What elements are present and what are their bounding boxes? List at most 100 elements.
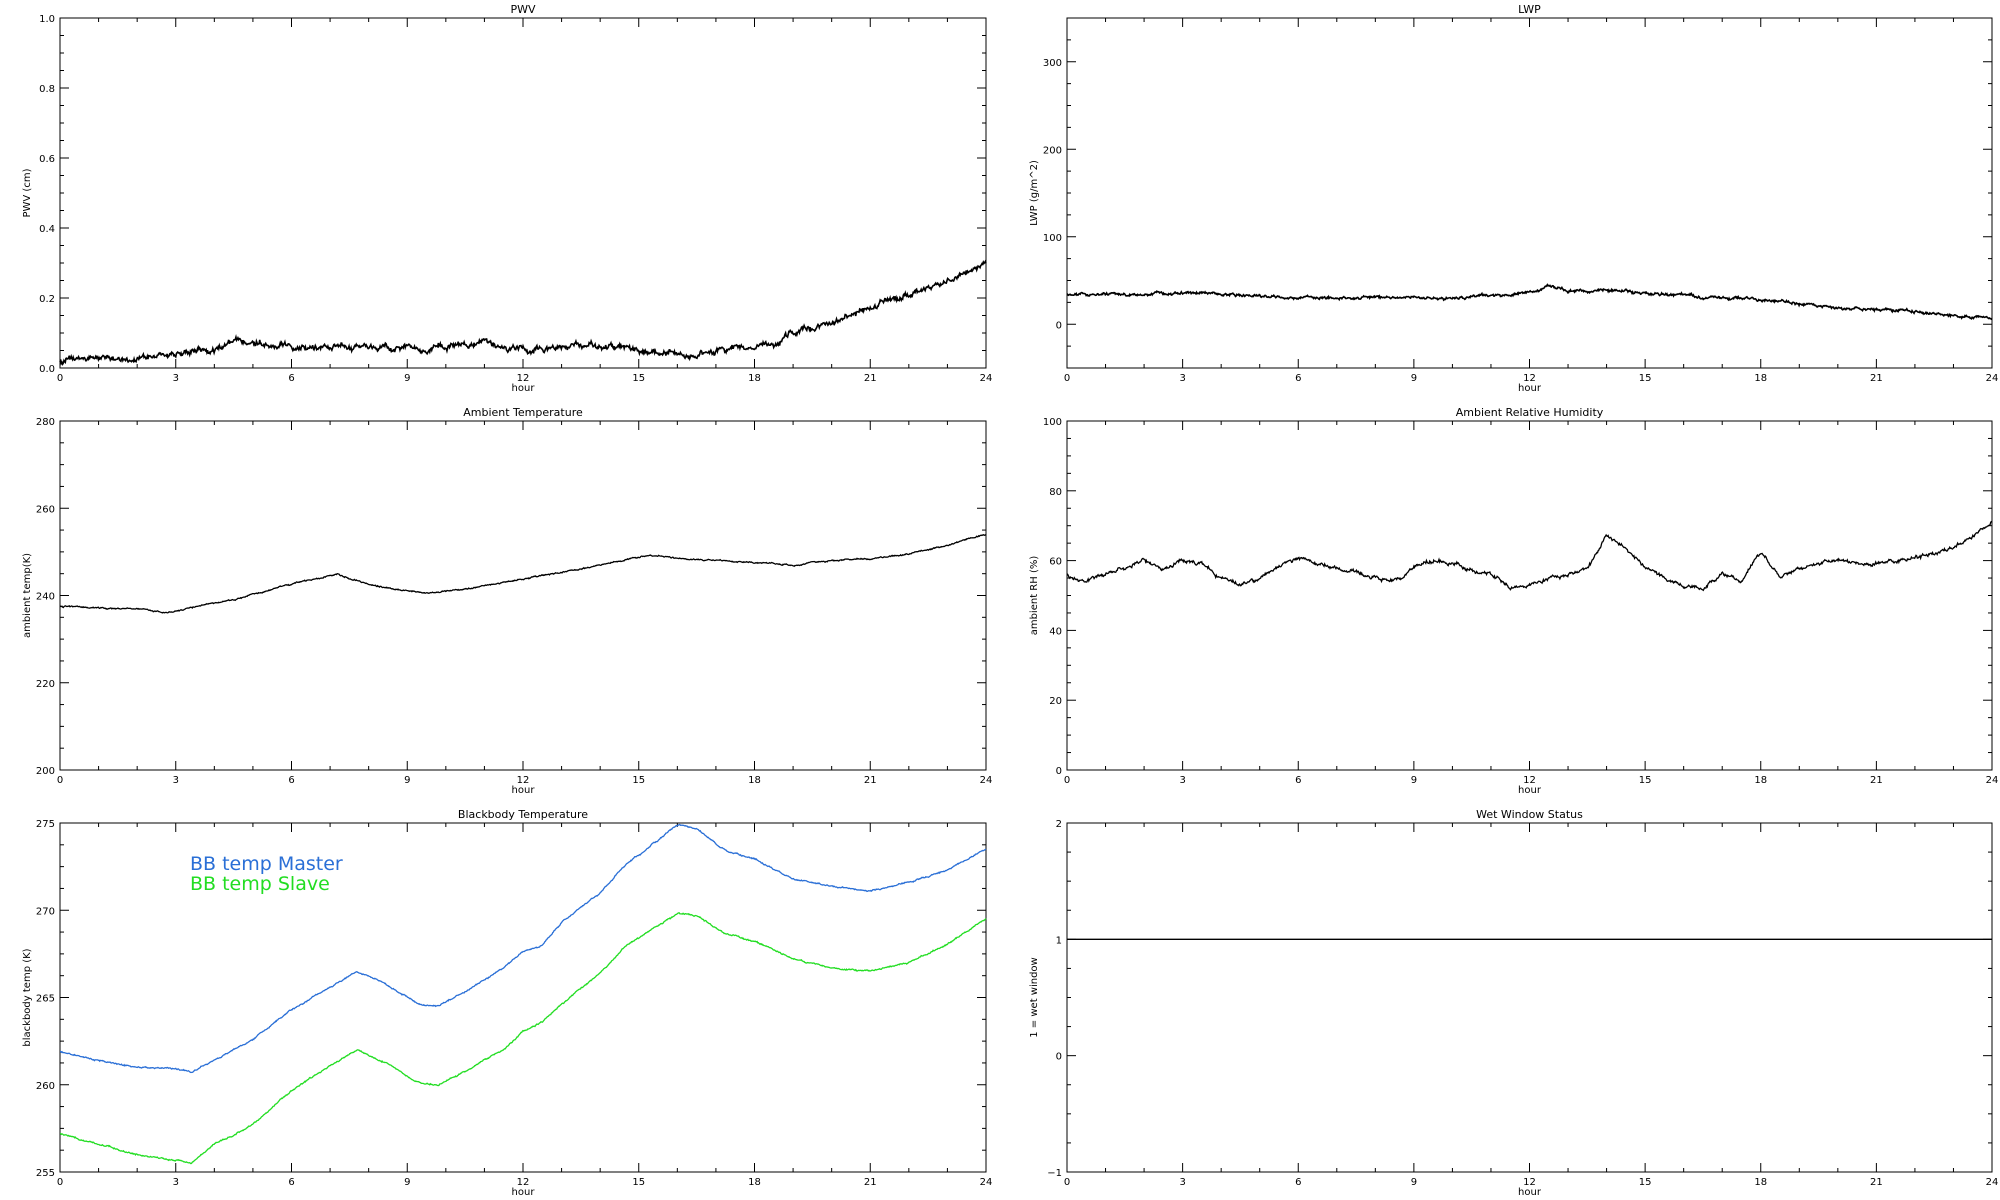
plot-frame [1066, 822, 1993, 1173]
y-tick-label: 265 [36, 994, 55, 1005]
series-line [59, 912, 987, 1165]
x-tick-label: 3 [173, 373, 179, 384]
y-axis-label: PWV (cm) [22, 168, 33, 217]
x-tick-label: 12 [1523, 373, 1536, 384]
x-tick-label: 3 [1179, 775, 1185, 786]
x-tick-label: 9 [404, 775, 410, 786]
x-tick-label: 24 [1986, 775, 1999, 786]
y-tick-label: 0 [1056, 1052, 1062, 1063]
x-tick-label: 9 [404, 373, 410, 384]
x-tick-label: 0 [1064, 1177, 1070, 1188]
chart-title: Ambient Temperature [463, 406, 583, 419]
y-tick-label: 0.2 [39, 294, 55, 305]
chart-title: LWP [1518, 3, 1541, 16]
y-tick-label: 60 [1049, 557, 1062, 568]
y-tick-label: 0.0 [39, 364, 55, 375]
y-tick-label: 0.6 [39, 154, 55, 165]
x-tick-label: 21 [1870, 1177, 1883, 1188]
y-axis-label: 1 = wet window [1029, 957, 1040, 1037]
chart-panel: Ambient Relative Humidity 0 3 6 9 12 15 18 21 24 h… [1029, 406, 1998, 796]
legend-entry: BB temp Master [190, 853, 343, 875]
x-tick-label: 18 [748, 775, 761, 786]
y-tick-label: 275 [36, 819, 55, 830]
x-tick-label: 3 [173, 1177, 179, 1188]
x-tick-label: 3 [173, 775, 179, 786]
y-tick-label: −1 [1047, 1168, 1062, 1179]
x-tick-label: 3 [1179, 1177, 1185, 1188]
y-tick-label: 100 [1043, 233, 1062, 244]
series-line [1066, 520, 1993, 592]
x-tick-label: 9 [1411, 1177, 1417, 1188]
y-tick-label: 0.4 [39, 224, 55, 235]
chart-title: Wet Window Status [1476, 808, 1583, 821]
y-axis-label: ambient RH (%) [1029, 556, 1040, 636]
x-axis-label: hour [512, 785, 536, 796]
y-tick-label: 220 [36, 679, 55, 690]
x-tick-label: 3 [1179, 373, 1185, 384]
x-tick-label: 21 [864, 373, 877, 384]
x-tick-label: 24 [1986, 373, 1999, 384]
y-tick-label: 255 [36, 1168, 55, 1179]
x-tick-label: 0 [57, 775, 63, 786]
y-tick-label: 280 [36, 417, 55, 428]
y-tick-label: 2 [1056, 819, 1062, 830]
x-tick-label: 6 [288, 373, 294, 384]
series-line [59, 533, 987, 614]
x-tick-label: 21 [864, 775, 877, 786]
y-tick-label: 1 [1056, 935, 1062, 946]
y-tick-label: 0 [1056, 320, 1062, 331]
x-tick-label: 24 [980, 1177, 993, 1188]
x-tick-label: 21 [1870, 373, 1883, 384]
y-tick-label: 1.0 [39, 14, 55, 25]
x-tick-label: 6 [1295, 1177, 1301, 1188]
x-tick-label: 18 [748, 1177, 761, 1188]
y-tick-label: 0.8 [39, 84, 55, 95]
x-tick-label: 0 [1064, 775, 1070, 786]
x-tick-label: 21 [1870, 775, 1883, 786]
y-tick-label: 270 [36, 906, 55, 917]
x-tick-label: 18 [1754, 1177, 1767, 1188]
x-tick-label: 9 [1411, 775, 1417, 786]
y-tick-label: 260 [36, 1081, 55, 1092]
y-tick-label: 200 [36, 766, 55, 777]
x-tick-label: 6 [288, 775, 294, 786]
y-tick-label: 200 [1043, 145, 1062, 156]
x-tick-label: 12 [517, 1177, 530, 1188]
series-line [59, 823, 987, 1074]
chart-title: Ambient Relative Humidity [1456, 406, 1604, 419]
x-tick-label: 0 [1064, 373, 1070, 384]
y-tick-label: 240 [36, 592, 55, 603]
y-axis-label: blackbody temp (K) [22, 948, 33, 1046]
y-axis-label: LWP (g/m^2) [1029, 160, 1040, 226]
y-tick-label: 260 [36, 504, 55, 515]
x-tick-label: 15 [1639, 775, 1652, 786]
x-tick-label: 15 [1639, 1177, 1652, 1188]
x-tick-label: 18 [1754, 775, 1767, 786]
x-tick-label: 6 [288, 1177, 294, 1188]
x-tick-label: 12 [1523, 775, 1536, 786]
x-tick-label: 12 [517, 775, 530, 786]
plot-frame [1066, 17, 1993, 369]
y-tick-label: 80 [1049, 487, 1062, 498]
x-tick-label: 15 [1639, 373, 1652, 384]
x-tick-label: 21 [864, 1177, 877, 1188]
x-axis-label: hour [512, 383, 536, 394]
series-line [59, 259, 987, 366]
x-tick-label: 18 [1754, 373, 1767, 384]
y-tick-label: 300 [1043, 58, 1062, 69]
chart-title: Blackbody Temperature [458, 808, 588, 821]
x-axis-label: hour [1518, 383, 1542, 394]
y-tick-label: 20 [1049, 696, 1062, 707]
x-tick-label: 0 [57, 1177, 63, 1188]
chart-title: PWV [510, 3, 536, 16]
x-tick-label: 0 [57, 373, 63, 384]
chart-panel: LWP 0 3 6 9 12 15 18 21 24 hour 0 100 200 300 LWP (g/m^… [1029, 3, 1998, 394]
x-axis-label: hour [1518, 1187, 1542, 1198]
x-tick-label: 15 [632, 373, 645, 384]
series-line [1066, 283, 1993, 321]
chart-panel: Ambient Temperature 0 3 6 9 12 15 18 21 24 hour 200… [22, 406, 992, 796]
x-tick-label: 9 [404, 1177, 410, 1188]
x-axis-label: hour [1518, 785, 1542, 796]
y-tick-label: 0 [1056, 766, 1062, 777]
